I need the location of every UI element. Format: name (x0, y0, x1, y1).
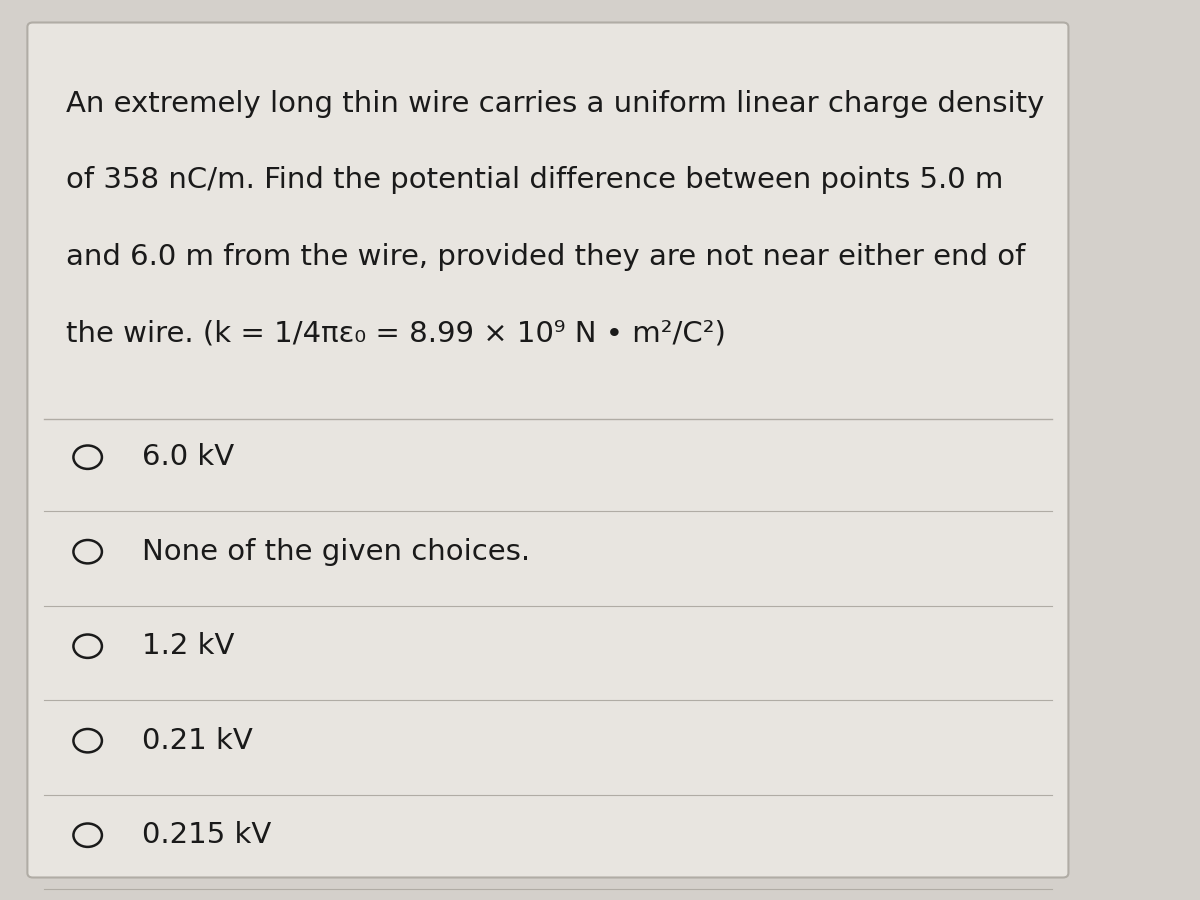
Text: of 358 nC/m. Find the potential difference between points 5.0 m: of 358 nC/m. Find the potential differen… (66, 166, 1003, 194)
Text: 1.2 kV: 1.2 kV (143, 632, 235, 661)
FancyBboxPatch shape (28, 22, 1068, 878)
Text: 0.21 kV: 0.21 kV (143, 726, 253, 755)
Text: and 6.0 m from the wire, provided they are not near either end of: and 6.0 m from the wire, provided they a… (66, 243, 1025, 271)
Text: An extremely long thin wire carries a uniform linear charge density: An extremely long thin wire carries a un… (66, 90, 1044, 118)
Text: the wire. (k = 1/4πε₀ = 8.99 × 10⁹ N • m²/C²): the wire. (k = 1/4πε₀ = 8.99 × 10⁹ N • m… (66, 320, 726, 347)
Text: None of the given choices.: None of the given choices. (143, 537, 530, 566)
Text: 0.215 kV: 0.215 kV (143, 821, 271, 850)
Text: 6.0 kV: 6.0 kV (143, 443, 234, 472)
